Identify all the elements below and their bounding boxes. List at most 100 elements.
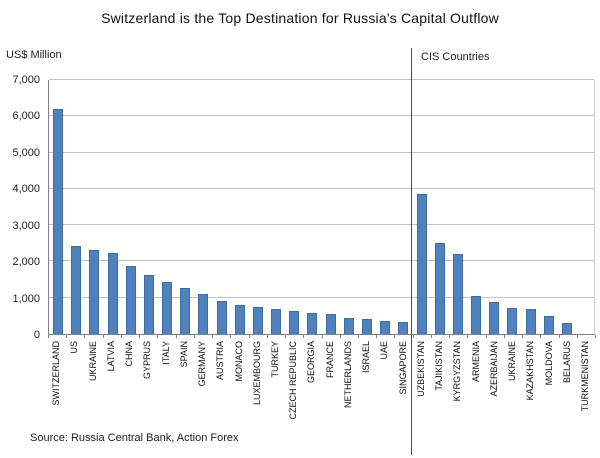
x-tick	[558, 335, 560, 338]
x-tick	[357, 335, 359, 338]
x-label-cell: UZBEKISTAN	[413, 341, 431, 453]
bar	[543, 315, 554, 334]
bar	[180, 287, 191, 334]
bar-column	[85, 80, 103, 334]
y-axis-tick-labels: 0 1,000 2,000 3,000 4,000 5,000 6,000 7,000	[0, 74, 40, 341]
x-label-cell: TAJIKISTAN	[431, 341, 449, 453]
y-tick-label: 6,000	[12, 110, 40, 123]
x-label: MOLDOVA	[543, 341, 554, 386]
x-tick	[522, 335, 524, 338]
x-label-cell: AZERBAIJAN	[486, 341, 504, 453]
bar	[507, 307, 518, 334]
bar-column	[49, 80, 67, 334]
bar-column	[231, 80, 249, 334]
x-label-cell: KAZAKHSTAN	[522, 341, 540, 453]
y-tick-label: 7,000	[12, 74, 40, 86]
x-label: AZERBAIJAN	[488, 341, 499, 397]
bar-column	[467, 80, 485, 334]
bar-column	[158, 80, 176, 334]
bar-column	[213, 80, 231, 334]
x-label: US	[69, 341, 80, 354]
bar	[71, 245, 82, 334]
bar	[125, 266, 136, 334]
x-label-cell: KYRGYZSTAN	[449, 341, 467, 453]
x-tick	[139, 335, 141, 338]
y-tick-label: 2,000	[12, 256, 40, 269]
gridline	[49, 260, 594, 262]
bar	[452, 253, 463, 334]
x-label: UKRAINE	[87, 341, 98, 382]
bar-column	[521, 80, 539, 334]
x-tick	[102, 335, 104, 338]
x-label: ISRAEL	[361, 341, 372, 374]
x-tick	[84, 335, 86, 338]
x-label: KAZAKHSTAN	[525, 341, 536, 401]
x-tick	[120, 335, 122, 338]
x-tick	[157, 335, 159, 338]
x-label-cell: CZECH REPUBLIC	[285, 341, 303, 453]
bar-column	[412, 80, 430, 334]
x-label-cell: NETHERLANDS	[340, 341, 358, 453]
bar	[271, 309, 282, 334]
x-label: SINGAPORE	[397, 341, 408, 395]
gridline	[49, 224, 594, 226]
bar-column	[394, 80, 412, 334]
bar-column	[140, 80, 158, 334]
x-label: TURKMENISTAN	[579, 341, 590, 412]
x-label: FRANCE	[324, 341, 335, 379]
bar-column	[340, 80, 358, 334]
x-tick	[48, 335, 49, 338]
y-tick-label: 0	[33, 329, 40, 341]
bar-column	[176, 80, 194, 334]
gridline	[49, 79, 594, 80]
bar-column	[122, 80, 140, 334]
chart-title: Switzerland is the Top Destination for R…	[101, 10, 499, 26]
x-tick	[339, 335, 341, 338]
bar-column	[67, 80, 85, 334]
gridline	[49, 187, 594, 189]
x-tick	[467, 335, 469, 338]
bar-column	[104, 80, 122, 334]
x-label: ITALY	[160, 341, 171, 365]
bar-column	[558, 80, 576, 334]
x-label-cell: UKRAINE	[504, 341, 522, 453]
bar-column	[485, 80, 503, 334]
x-label-cell: BELARUS	[559, 341, 577, 453]
bar-column	[249, 80, 267, 334]
bar-column	[376, 80, 394, 334]
x-label: SWITZERLAND	[51, 341, 62, 406]
x-tick	[212, 335, 214, 338]
x-tick	[321, 335, 323, 338]
bar	[162, 282, 173, 334]
bar	[325, 313, 336, 334]
x-tick	[66, 335, 68, 338]
y-tick-label: 5,000	[12, 146, 40, 159]
x-axis-ticks	[48, 335, 596, 339]
source-note: Source: Russia Central Bank, Action Fore…	[30, 432, 239, 444]
x-tick	[285, 335, 287, 338]
x-tick	[449, 335, 451, 338]
x-label: KYRGYZSTAN	[452, 341, 463, 402]
x-label-cell: TURKMENISTAN	[577, 341, 595, 453]
x-tick	[412, 335, 414, 338]
x-tick	[230, 335, 232, 338]
bar	[362, 319, 372, 334]
bar-column	[576, 80, 594, 334]
bar	[198, 294, 209, 334]
x-label: TAJIKISTAN	[434, 341, 445, 391]
cis-countries-label: CIS Countries	[421, 51, 490, 63]
bar	[289, 311, 300, 334]
y-tick-label: 4,000	[12, 183, 40, 196]
y-tick-label: 3,000	[12, 219, 40, 232]
x-label-cell: LUXEMBOURG	[249, 341, 267, 453]
x-label: CHNA	[124, 341, 135, 367]
bar	[307, 312, 318, 334]
gridline	[49, 296, 594, 298]
x-tick	[394, 335, 396, 338]
gridline	[49, 115, 594, 117]
bar-column	[358, 80, 376, 334]
x-tick	[595, 335, 596, 338]
bar	[561, 323, 572, 334]
x-label-cell: TURKEY	[267, 341, 285, 453]
